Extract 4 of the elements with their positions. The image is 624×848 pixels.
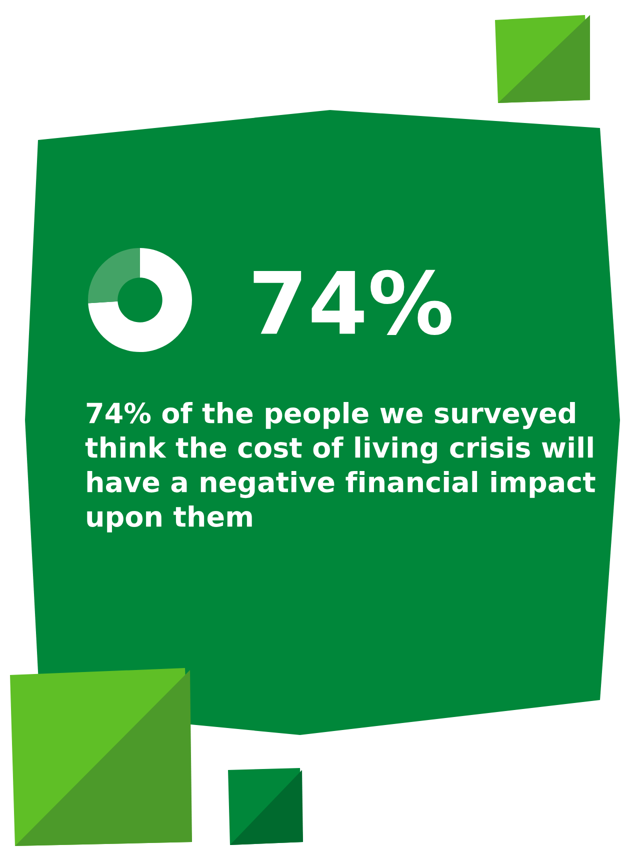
donut-slice [88, 248, 192, 352]
text: 74% of the people we surveyed think the cost of living crisis will have a negative financial impact upon them [85, 402, 596, 532]
chart-title: 74% [254, 270, 452, 335]
donut-slice [88, 248, 140, 304]
